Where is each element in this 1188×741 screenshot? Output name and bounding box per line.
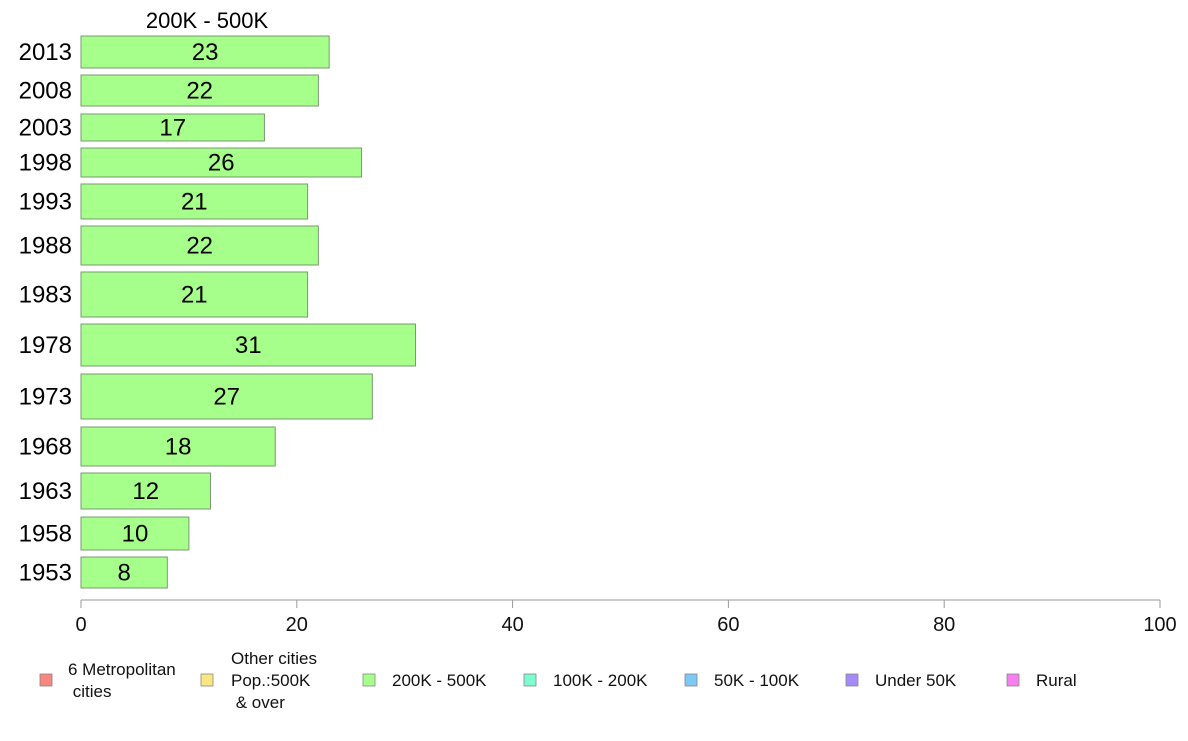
- legend-swatch: [362, 673, 376, 687]
- y-tick-label: 1968: [19, 434, 72, 461]
- legend-label: Rural: [1036, 671, 1077, 690]
- data-label: 22: [186, 78, 213, 105]
- x-tick-label: 100: [1143, 614, 1176, 636]
- x-tick-label: 40: [501, 614, 523, 636]
- y-tick-label: 2003: [19, 115, 72, 142]
- y-tick-label: 2013: [19, 39, 72, 66]
- y-tick-label: 1963: [19, 478, 72, 505]
- bar: [80, 516, 190, 551]
- data-label: 27: [213, 384, 240, 411]
- bar: [80, 426, 276, 467]
- bar: [80, 113, 265, 142]
- y-tick-label: 1973: [19, 384, 72, 411]
- bar: [80, 271, 309, 318]
- legend-swatch: [39, 673, 53, 687]
- data-label: 21: [181, 282, 208, 309]
- data-label: 12: [132, 478, 159, 505]
- legend-swatch: [845, 673, 859, 687]
- legend-swatch: [523, 673, 537, 687]
- bar: [80, 373, 373, 420]
- x-tick-label: 0: [75, 614, 86, 636]
- legend-swatch: [684, 673, 698, 687]
- data-label: 22: [186, 233, 213, 260]
- data-label: 31: [235, 332, 262, 359]
- bars-group: 2013 23 2008 22 2003 17 1998 26 1993 21 1988 22 1983…: [19, 35, 416, 589]
- data-label: 10: [122, 521, 149, 548]
- data-label: 23: [192, 39, 219, 66]
- data-label: 8: [117, 560, 130, 587]
- bar: [80, 35, 330, 69]
- data-label: 26: [208, 150, 235, 177]
- y-tick-label: 1988: [19, 233, 72, 260]
- legend-label: 50K - 100K: [714, 671, 800, 690]
- bar: [80, 556, 168, 589]
- x-tick-label: 20: [286, 614, 308, 636]
- legend: 6 Metropolitan cities Other cities Pop.:50…: [39, 649, 1077, 712]
- bar: [80, 147, 363, 178]
- x-tick-label: 60: [717, 614, 739, 636]
- bar: [80, 74, 319, 107]
- y-tick-label: 1998: [19, 150, 72, 177]
- bar: [80, 225, 319, 266]
- chart-title: 200K - 500K: [146, 8, 269, 33]
- x-axis: 0 20 40 60 80 100: [75, 599, 1177, 636]
- data-label: 17: [159, 115, 186, 142]
- bar: [80, 323, 416, 367]
- legend-swatch: [1006, 673, 1020, 687]
- data-label: 18: [165, 434, 192, 461]
- legend-label: Under 50K: [875, 671, 957, 690]
- bar: [80, 183, 309, 220]
- bar: [80, 472, 211, 510]
- y-tick-label: 1993: [19, 189, 72, 216]
- y-tick-label: 1953: [19, 560, 72, 587]
- y-tick-label: 2008: [19, 78, 72, 105]
- legend-label: 6 Metropolitan cities: [68, 660, 176, 701]
- legend-swatch: [200, 673, 214, 687]
- y-tick-label: 1978: [19, 332, 72, 359]
- legend-label: Other cities Pop.:500K & over: [231, 649, 317, 712]
- legend-label: 200K - 500K: [392, 671, 487, 690]
- data-label: 21: [181, 189, 208, 216]
- y-tick-label: 1983: [19, 282, 72, 309]
- legend-label: 100K - 200K: [553, 671, 648, 690]
- x-tick-label: 80: [933, 614, 955, 636]
- y-tick-label: 1958: [19, 521, 72, 548]
